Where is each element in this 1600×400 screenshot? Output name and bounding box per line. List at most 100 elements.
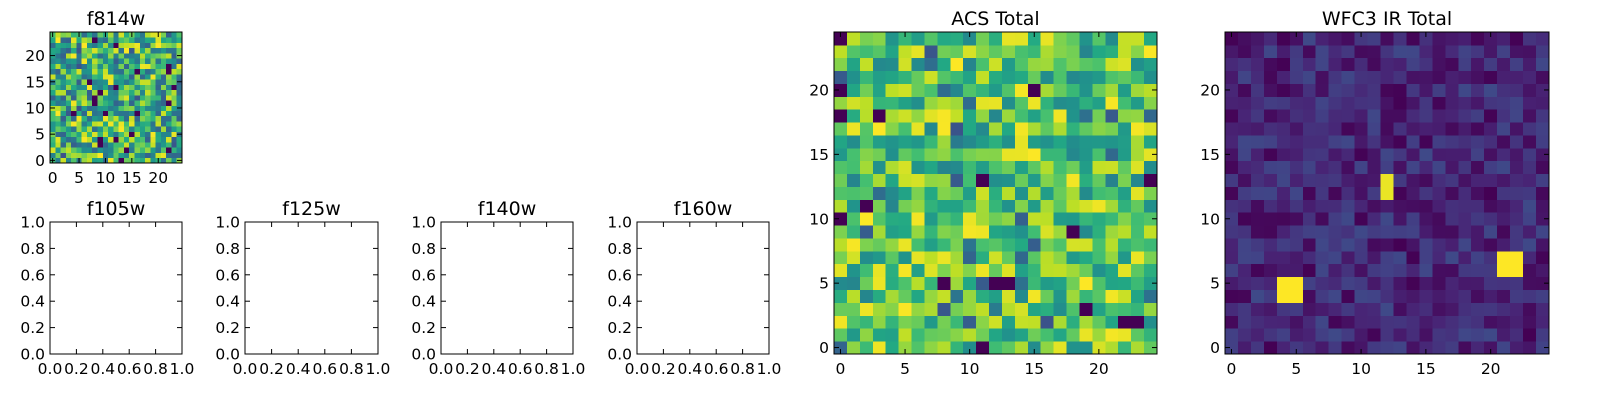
heatmap-cell [1027, 44, 1042, 59]
heatmap-cell [108, 42, 114, 49]
heatmap-cell [1302, 147, 1317, 162]
heatmap-cell [1536, 328, 1550, 342]
heatmap-cell [1276, 70, 1291, 84]
heatmap-cell [911, 109, 925, 123]
heatmap-cell [1432, 250, 1446, 265]
heatmap-cell [71, 42, 77, 49]
heatmap-cell [1380, 160, 1394, 175]
heatmap-cell [81, 126, 88, 132]
heatmap-cell [171, 68, 178, 75]
heatmap-cell [1315, 315, 1330, 329]
heatmap-cell [1302, 57, 1317, 72]
heatmap-cell [108, 52, 114, 59]
heatmap-cell [1380, 328, 1394, 342]
heatmap-cell [145, 105, 151, 111]
heatmap-cell [118, 110, 125, 117]
heatmap-cell [97, 37, 104, 43]
heatmap-cell [1131, 57, 1145, 72]
heatmap-cell [86, 147, 93, 153]
heatmap-cell [1341, 70, 1355, 84]
heatmap-cell [1092, 276, 1106, 290]
heatmap-cell [1131, 238, 1145, 252]
heatmap-cell [102, 100, 109, 106]
heatmap-cell [1001, 135, 1016, 149]
heatmap-cell [118, 68, 125, 75]
heatmap-cell [97, 32, 104, 38]
heatmap-cell [71, 121, 77, 127]
heatmap-cell [155, 152, 162, 159]
heatmap-cell [1380, 341, 1394, 355]
heatmap-cell [86, 94, 93, 101]
heatmap-cell [55, 94, 61, 101]
heatmap-cell [1523, 70, 1537, 84]
heatmap-cell [1510, 225, 1524, 239]
heatmap-cell [1225, 328, 1239, 342]
heatmap-cell [963, 238, 977, 252]
heatmap-cell [872, 122, 887, 136]
heatmap-cell [1001, 32, 1016, 46]
heatmap-cell [1250, 302, 1265, 316]
heatmap-cell [1263, 173, 1278, 187]
heatmap-cell [1536, 302, 1550, 316]
y-tick-label: 0 [1210, 339, 1220, 357]
heatmap-cell [1367, 160, 1381, 175]
heatmap-cell [1237, 289, 1252, 303]
heatmap-cell [1053, 122, 1067, 136]
heatmap-cell [113, 152, 120, 159]
heatmap-cell [129, 37, 135, 43]
heatmap-cell [1237, 135, 1252, 149]
heatmap-cell [1406, 238, 1420, 252]
heatmap-cell [102, 37, 109, 43]
heatmap-cell [86, 63, 93, 70]
heatmap-cell [1040, 160, 1055, 175]
heatmap-cell [71, 68, 77, 75]
heatmap-cell [963, 199, 977, 213]
heatmap-cell [123, 100, 130, 106]
heatmap-cell [1302, 302, 1317, 316]
heatmap-cell [1131, 96, 1145, 110]
heatmap-cell [1523, 96, 1537, 110]
heatmap-cell [1393, 302, 1407, 316]
heatmap-cell [1040, 315, 1055, 329]
heatmap-cell [123, 73, 130, 80]
heatmap-cell [1380, 44, 1394, 59]
heatmap-cell [50, 100, 56, 106]
heatmap-cell [1263, 315, 1278, 329]
heatmap-cell [1393, 328, 1407, 342]
heatmap-cell [1445, 315, 1459, 329]
heatmap-cell [1341, 109, 1355, 123]
heatmap-cell [1144, 32, 1158, 46]
heatmap-cell [1497, 186, 1511, 200]
heatmap-cell [1225, 225, 1239, 239]
heatmap-cell [1536, 276, 1550, 290]
heatmap-cell [1066, 57, 1080, 72]
heatmap-cell [60, 58, 67, 64]
heatmap-cell [846, 250, 861, 265]
heatmap-cell [1144, 135, 1158, 149]
heatmap-cell [1131, 109, 1145, 123]
heatmap-cell [171, 115, 178, 122]
heatmap-cell [963, 263, 977, 278]
heatmap-cell [1471, 250, 1485, 265]
heatmap-cell [1040, 250, 1055, 265]
heatmap-cell [1118, 173, 1132, 187]
heatmap-cell [1367, 302, 1381, 316]
heatmap-cell [1250, 135, 1265, 149]
heatmap-cell [885, 250, 899, 265]
heatmap-cell [155, 47, 162, 54]
y-tick-label: 0.8 [20, 240, 45, 258]
heatmap-cell [1131, 225, 1145, 239]
heatmap-cell [1276, 276, 1291, 290]
heatmap-cell [102, 79, 109, 85]
heatmap-cell [176, 37, 183, 43]
heatmap-cell [166, 52, 172, 59]
heatmap-cell [1432, 109, 1446, 123]
heatmap-cell [1040, 276, 1055, 290]
heatmap-cell [50, 115, 56, 122]
heatmap-cell [989, 199, 1003, 213]
heatmap-cell [81, 110, 88, 117]
heatmap-cell [102, 110, 109, 117]
heatmap-cell [60, 105, 67, 111]
heatmap-cell [171, 47, 178, 54]
heatmap-cell [1066, 238, 1080, 252]
